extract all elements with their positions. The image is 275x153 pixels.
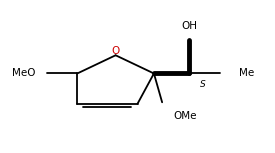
Text: MeO: MeO	[12, 69, 35, 78]
Text: O: O	[111, 46, 120, 56]
Text: S: S	[200, 80, 206, 89]
Text: OMe: OMe	[173, 111, 197, 121]
Text: Me: Me	[239, 69, 254, 78]
Text: OH: OH	[182, 21, 197, 31]
